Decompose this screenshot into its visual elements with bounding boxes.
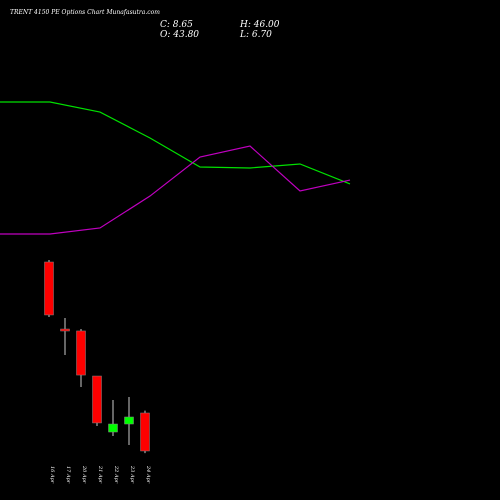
indicator-line bbox=[0, 145, 351, 235]
candle-body bbox=[76, 330, 86, 376]
x-tick-label: 21 Apr bbox=[97, 465, 103, 484]
x-tick-label: 24 Apr bbox=[145, 465, 151, 484]
close-label: C: 8.65 bbox=[160, 20, 193, 30]
x-tick-label: 20 Apr bbox=[81, 465, 87, 484]
low-label: L: 6.70 bbox=[239, 30, 272, 40]
x-tick-label: 17 Apr bbox=[65, 466, 71, 484]
indicator-line bbox=[0, 101, 351, 185]
candle-body bbox=[92, 375, 102, 424]
candle-body bbox=[124, 416, 134, 425]
candle-body bbox=[60, 328, 70, 332]
x-tick-label: 23 Apr bbox=[129, 465, 135, 484]
candle-body bbox=[140, 412, 150, 452]
x-tick-label: 16 Apr bbox=[49, 466, 55, 484]
chart-title: TRENT 4150 PE Options Chart Munafasutra.… bbox=[10, 9, 160, 16]
candle-body bbox=[44, 261, 54, 316]
x-tick-label: 22 Apr bbox=[113, 465, 119, 484]
high-label: H: 46.00 bbox=[239, 20, 280, 30]
candle-body bbox=[108, 423, 118, 433]
open-label: O: 43.80 bbox=[160, 30, 199, 40]
